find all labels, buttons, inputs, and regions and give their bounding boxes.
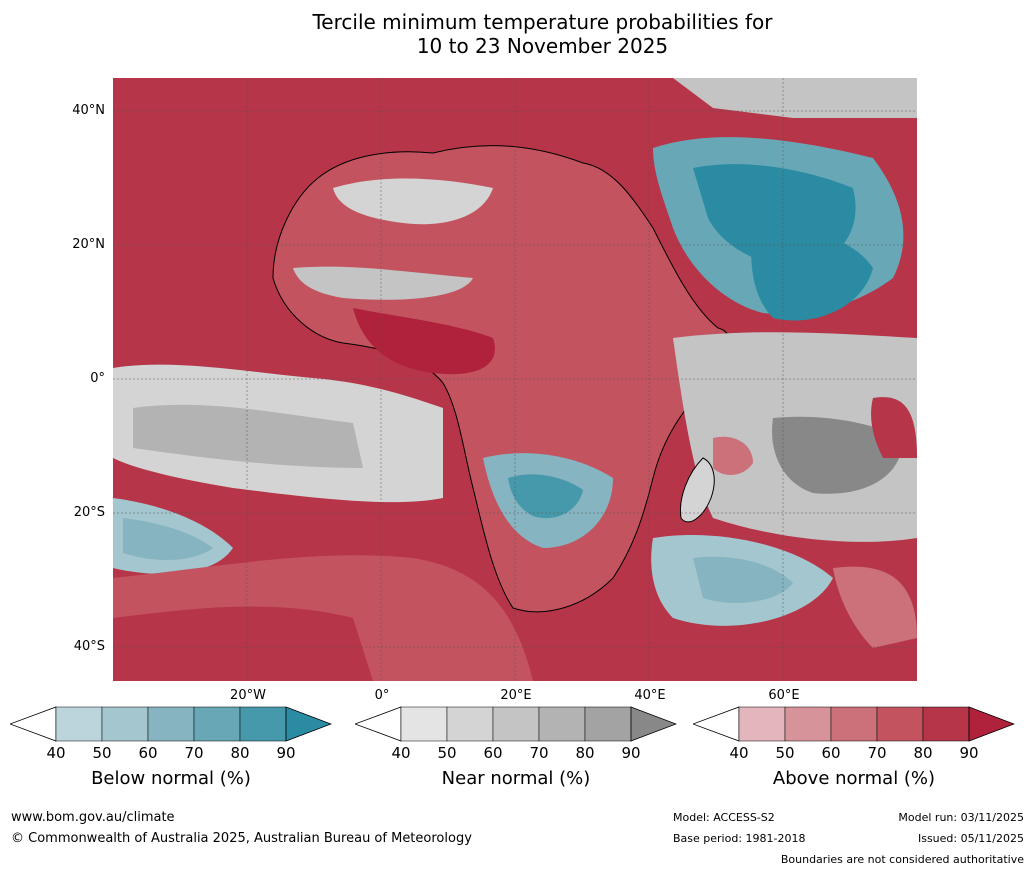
colorbar-below-max-arrow — [285, 706, 332, 742]
colorbar-above-swatch-60-70 — [830, 706, 878, 742]
footer-url[interactable]: www.bom.gov.au/climate — [11, 810, 175, 825]
tick-label: 60 — [138, 744, 158, 762]
lat-label-20s: 20°S — [73, 505, 105, 520]
colorbar-below-swatch-60-70 — [147, 706, 195, 742]
south-atlantic-above-core — [113, 606, 373, 681]
lat-label-40s: 40°S — [73, 639, 105, 654]
southern-africa-below-core — [508, 474, 583, 519]
colorbar-below-swatch-70-80 — [193, 706, 241, 742]
tick-label: 60 — [483, 744, 503, 762]
footer-base-period: Base period: 1981-2018 — [673, 832, 806, 845]
colorbar-near-swatch-80-90 — [584, 706, 632, 742]
colorbar-near-label: Near normal (%) — [441, 768, 591, 789]
tick-label: 70 — [184, 744, 204, 762]
tick-label: 40 — [46, 744, 66, 762]
title-line-2: 10 to 23 November 2025 — [416, 34, 669, 58]
colorbar-below-swatch-40-50 — [55, 706, 103, 742]
tick-label: 50 — [437, 744, 457, 762]
indian-ocean-near-core — [772, 416, 903, 494]
colorbar-above-swatch-40-50 — [738, 706, 786, 742]
footer-model: Model: ACCESS-S2 — [673, 811, 775, 824]
colorbar-above-label: Above normal (%) — [772, 768, 936, 789]
colorbar-below-label: Below normal (%) — [91, 768, 251, 789]
tick-label: 40 — [729, 744, 749, 762]
colorbar-near-swatch-40-50 — [400, 706, 448, 742]
colorbar-below-ticks: 40 50 60 70 80 90 — [10, 744, 332, 762]
sahel-near-normal — [293, 266, 473, 300]
madagascar — [679, 457, 715, 523]
tick-label: 60 — [821, 744, 841, 762]
lat-label-40n: 40°N — [72, 103, 105, 118]
africa-land — [272, 145, 730, 613]
south-atlantic-below-core — [123, 518, 213, 560]
colorbar-above-normal — [693, 706, 1015, 742]
sahara-near-normal — [333, 178, 493, 225]
footer-issued: Issued: 05/11/2025 — [917, 832, 1024, 845]
indian-ocean-above-normal — [871, 397, 917, 458]
colorbar-near-min-arrow — [355, 706, 402, 742]
colorbar-above-min-arrow — [693, 706, 740, 742]
south-indian-below-core — [693, 556, 793, 603]
tick-label: 90 — [276, 744, 296, 762]
lon-label-20e: 20°E — [500, 688, 532, 703]
colorbar-above-swatch-70-80 — [876, 706, 924, 742]
map-gridlines — [113, 78, 917, 681]
title-line-1: Tercile minimum temperature probabilitie… — [312, 10, 773, 34]
india-below-core — [751, 227, 873, 321]
indian-ocean-above-patch — [713, 436, 753, 475]
colorbar-near-max-arrow — [630, 706, 677, 742]
colorbar-near-swatch-50-60 — [446, 706, 494, 742]
footer-copyright: © Commonwealth of Australia 2025, Austra… — [11, 831, 472, 846]
colorbar-above-ticks: 40 50 60 70 80 90 — [693, 744, 1015, 762]
colorbar-above-swatch-50-60 — [784, 706, 832, 742]
chart-title: Tercile minimum temperature probabilitie… — [0, 10, 1035, 58]
colorbar-near-swatch-70-80 — [538, 706, 586, 742]
lat-label-equator: 0° — [90, 371, 105, 386]
europe-region — [313, 78, 683, 158]
tick-label: 70 — [529, 744, 549, 762]
europe-near-normal — [673, 78, 917, 118]
tick-label: 90 — [621, 744, 641, 762]
tick-label: 50 — [92, 744, 112, 762]
probability-map[interactable] — [113, 78, 917, 681]
lat-label-20n: 20°N — [72, 237, 105, 252]
colorbar-near-ticks: 40 50 60 70 80 90 — [355, 744, 677, 762]
colorbar-below-min-arrow — [10, 706, 57, 742]
tick-label: 40 — [391, 744, 411, 762]
lon-label-60e: 60°E — [768, 688, 800, 703]
colorbar-near-normal — [355, 706, 677, 742]
footer-disclaimer: Boundaries are not considered authoritat… — [780, 853, 1024, 866]
colorbar-above-swatch-80-90 — [922, 706, 970, 742]
tick-label: 80 — [913, 744, 933, 762]
lon-label-0: 0° — [374, 688, 390, 703]
west-africa-above-core — [353, 308, 495, 375]
south-indian-above-normal — [833, 566, 917, 648]
colorbar-near-swatch-60-70 — [492, 706, 540, 742]
tick-label: 70 — [867, 744, 887, 762]
tick-label: 80 — [230, 744, 250, 762]
colorbar-below-swatch-80-90 — [239, 706, 287, 742]
colorbar-below-normal — [10, 706, 332, 742]
tick-label: 80 — [575, 744, 595, 762]
tick-label: 90 — [959, 744, 979, 762]
lon-label-40e: 40°E — [634, 688, 666, 703]
colorbar-above-max-arrow — [968, 706, 1015, 742]
footer-model-run: Model run: 03/11/2025 — [898, 811, 1024, 824]
atlantic-near-normal-inner — [133, 404, 363, 468]
tick-label: 50 — [775, 744, 795, 762]
colorbar-below-swatch-50-60 — [101, 706, 149, 742]
lon-label-20w: 20°W — [230, 688, 266, 703]
